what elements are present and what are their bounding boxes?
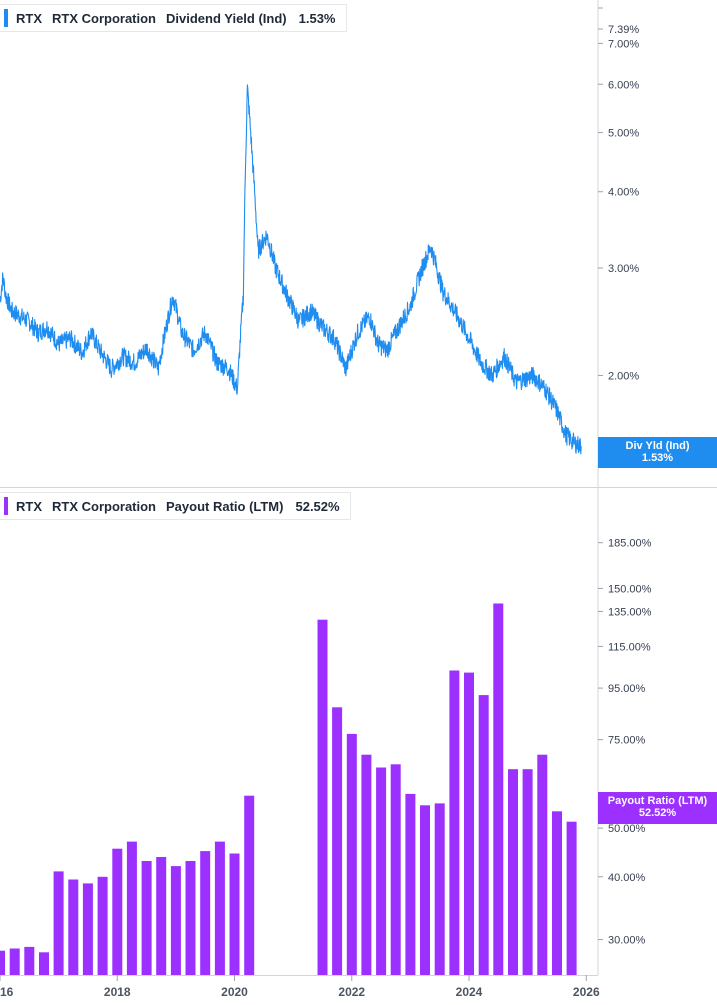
payout-ratio-bar (537, 754, 548, 975)
payout-ratio-bar (493, 603, 504, 975)
yield-y-tick-label: 5.00% (608, 128, 639, 140)
payout-y-tick-label: 150.00% (608, 583, 652, 595)
payout-ratio-bar (317, 619, 328, 975)
legend-ticker: RTX (16, 10, 42, 26)
x-tick-label: 2024 (456, 985, 483, 999)
legend-value: 1.53% (298, 10, 336, 26)
payout-ratio-bar (214, 841, 225, 975)
payout-ratio-bar (200, 851, 211, 975)
payout-ratio-bar (464, 672, 474, 975)
x-tick-label: 2020 (221, 985, 248, 999)
payout-ratio-bar (361, 754, 372, 975)
payout-ratio-bar (24, 946, 35, 975)
payout-ratio-bar (390, 764, 401, 975)
payout-ratio-bar (170, 866, 181, 975)
legend-value: 52.52% (295, 498, 340, 514)
payout-ratio-value-tag: Payout Ratio (LTM) 52.52% (598, 792, 717, 824)
payout-ratio-bar (229, 853, 240, 975)
payout-ratio-bar (420, 805, 430, 975)
payout-ratio-bar (112, 848, 123, 975)
payout-ratio-bar (566, 821, 577, 975)
payout-ratio-bar (434, 803, 445, 975)
payout-ratio-bar (9, 948, 20, 975)
payout-y-tick-label: 95.00% (608, 683, 646, 695)
dividend-yield-line (0, 84, 583, 455)
tag-label: Payout Ratio (LTM) (607, 795, 708, 807)
payout-ratio-bar (405, 793, 416, 975)
payout-ratio-bar (346, 733, 357, 975)
x-tick-label: 2026 (573, 985, 600, 999)
yield-y-tick-label: 4.00% (608, 187, 639, 199)
payout-ratio-bar (68, 879, 79, 975)
payout-ratio-bar (244, 795, 255, 975)
payout-ratio-bar (53, 871, 64, 975)
tag-label: Div Yld (Ind) (625, 440, 690, 452)
yield-y-tick-label: 3.00% (608, 263, 639, 275)
payout-ratio-bar (376, 767, 387, 975)
payout-ratio-bar (126, 841, 137, 975)
payout-y-tick-label: 135.00% (608, 606, 652, 618)
payout-ratio-bar (449, 670, 460, 975)
payout-ratio-bar (552, 811, 562, 975)
dividend-yield-legend: RTX RTX Corporation Dividend Yield (Ind)… (0, 4, 347, 32)
legend-ticker: RTX (16, 498, 42, 514)
payout-ratio-bar (39, 952, 49, 975)
payout-ratio-bar (185, 861, 196, 975)
legend-company: RTX Corporation (52, 498, 156, 514)
payout-ratio-legend: RTX RTX Corporation Payout Ratio (LTM) 5… (0, 492, 351, 520)
payout-ratio-bar (522, 769, 533, 975)
x-tick-label: 2016 (0, 985, 14, 999)
tag-value: 1.53% (641, 452, 674, 464)
payout-y-tick-label: 75.00% (608, 735, 646, 747)
yield-y-tick-label: 7.39% (608, 24, 639, 36)
payout-ratio-bar (478, 695, 489, 975)
dividend-yield-value-tag: Div Yld (Ind) 1.53% (598, 437, 717, 468)
legend-metric: Dividend Yield (Ind) (166, 10, 287, 26)
payout-ratio-bar (0, 950, 5, 975)
payout-y-tick-label: 185.00% (608, 538, 652, 550)
tag-value: 52.52% (638, 807, 677, 819)
payout-ratio-swatch (4, 497, 8, 515)
yield-y-tick-label: 6.00% (608, 79, 639, 91)
payout-ratio-bar (156, 857, 167, 975)
yield-y-tick-label: 7.00% (608, 38, 639, 50)
payout-y-tick-label: 30.00% (608, 935, 646, 947)
payout-ratio-bar (332, 707, 343, 975)
x-tick-label: 2022 (338, 985, 365, 999)
payout-y-tick-label: 115.00% (608, 641, 651, 653)
legend-company: RTX Corporation (52, 10, 156, 26)
payout-ratio-bar (508, 769, 518, 975)
dividend-yield-swatch (4, 9, 8, 27)
payout-y-tick-label: 50.00% (608, 823, 646, 835)
legend-metric: Payout Ratio (LTM) (166, 498, 284, 514)
payout-ratio-bar (97, 876, 108, 975)
payout-ratio-bar (141, 861, 152, 975)
x-tick-label: 2018 (104, 985, 131, 999)
payout-y-tick-label: 40.00% (608, 872, 646, 884)
yield-y-tick-label: 2.00% (608, 370, 639, 382)
payout-ratio-bar (82, 883, 93, 975)
